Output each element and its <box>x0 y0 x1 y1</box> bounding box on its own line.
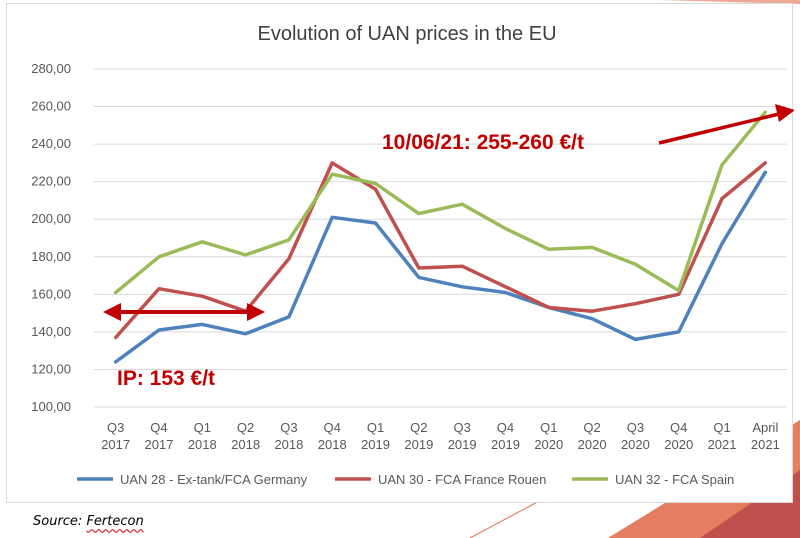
x-axis-ticks: Q3 2017 Q4 2017 Q1 2018 Q2 2018 Q3 2018 Q4 2018 Q1 20… <box>101 420 780 452</box>
y-tick-label: 180,00 <box>31 249 71 264</box>
legend-label: UAN 28 - Ex-tank/FCA Germany <box>120 472 308 487</box>
y-tick-label: 220,00 <box>31 174 71 189</box>
current-arrow-shaft <box>658 112 780 145</box>
chart-plot: Evolution of UAN prices in the EU 100,00… <box>31 23 794 487</box>
x-tick-label: Q2 2018 <box>231 420 260 452</box>
source-prefix: Source: <box>33 514 87 529</box>
y-axis-ticks: 100,00 120,00 140,00 160,00 180,00 200,00 220,… <box>31 61 71 414</box>
x-tick-label: Q4 2019 <box>491 420 520 452</box>
chart-title: Evolution of UAN prices in the EU <box>257 23 556 45</box>
y-tick-label: 120,00 <box>31 361 71 376</box>
x-tick-label: Q4 2018 <box>318 420 347 452</box>
y-tick-label: 100,00 <box>31 399 71 414</box>
current-price-annotation-label: 10/06/21: 255-260 €/t <box>382 131 584 154</box>
x-tick-label: Q4 2020 <box>664 420 693 452</box>
legend-label: UAN 32 - FCA Spain <box>615 472 734 487</box>
x-tick-label: April 2021 <box>751 420 780 452</box>
y-tick-label: 260,00 <box>31 99 71 114</box>
current-arrow-head <box>775 104 794 122</box>
x-tick-label: Q1 2018 <box>188 420 217 452</box>
chart-container: Evolution of UAN prices in the EU 100,00… <box>6 3 794 503</box>
source-credit: Source: Fertecon <box>33 514 144 529</box>
x-tick-label: Q3 2019 <box>448 420 477 452</box>
x-tick-label: Q3 2017 <box>101 420 130 452</box>
legend-label: UAN 30 - FCA France Rouen <box>378 472 546 487</box>
ip-annotation-label: IP: 153 €/t <box>117 367 215 390</box>
y-tick-label: 240,00 <box>31 136 71 151</box>
x-tick-label: Q2 2020 <box>578 420 607 452</box>
x-tick-label: Q1 2020 <box>534 420 563 452</box>
y-tick-label: 140,00 <box>31 324 71 339</box>
x-tick-label: Q3 2018 <box>274 420 303 452</box>
gridlines <box>94 68 787 408</box>
x-tick-label: Q1 2021 <box>708 420 737 452</box>
x-tick-label: Q3 2020 <box>621 420 650 452</box>
x-tick-label: Q1 2019 <box>361 420 390 452</box>
series-lines <box>113 110 768 364</box>
y-tick-label: 160,00 <box>31 286 71 301</box>
ip-arrow-head-left <box>103 303 121 321</box>
legend: UAN 28 - Ex-tank/FCA Germany UAN 30 - FCA… <box>77 472 734 487</box>
x-tick-label: Q2 2019 <box>404 420 433 452</box>
ip-arrow-head-right <box>247 303 265 321</box>
series-line <box>113 161 768 340</box>
source-name: Fertecon <box>86 514 144 529</box>
y-tick-label: 280,00 <box>31 61 71 76</box>
annotations: IP: 153 €/t 10/06/21: 255-260 €/t <box>103 104 794 390</box>
y-tick-label: 200,00 <box>31 211 71 226</box>
series-line <box>113 110 768 295</box>
series-line <box>113 170 768 364</box>
x-tick-label: Q4 2017 <box>145 420 174 452</box>
